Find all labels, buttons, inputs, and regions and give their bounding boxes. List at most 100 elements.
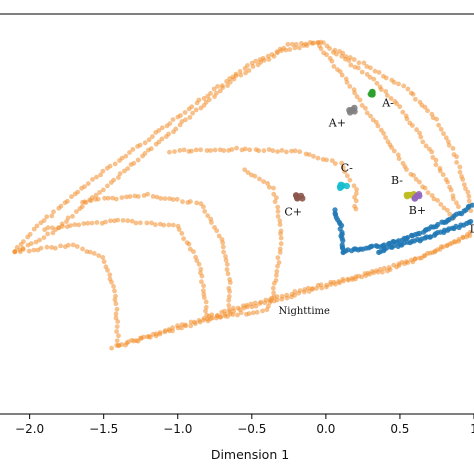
data-point-orange xyxy=(404,116,410,122)
data-point-orange xyxy=(56,225,61,231)
data-point-orange xyxy=(170,222,176,228)
data-point-orange xyxy=(417,255,422,261)
data-point-orange xyxy=(38,245,44,251)
data-point-orange xyxy=(28,241,34,247)
data-point-orange xyxy=(138,220,143,226)
data-point-orange xyxy=(410,123,415,128)
data-point-orange xyxy=(221,148,227,153)
data-point-orange xyxy=(82,199,88,205)
axes-layer: −2.0 −1.5 −1.0 −0.5 0.0 0.5 1 xyxy=(0,13,474,436)
data-point-orange xyxy=(354,94,360,100)
data-point-orange xyxy=(41,218,47,224)
data-point-orange xyxy=(119,195,125,201)
data-point-orange xyxy=(344,173,350,179)
data-point-orange xyxy=(425,251,430,256)
data-point-orange xyxy=(161,222,167,228)
data-point-orange xyxy=(235,312,240,318)
data-point-orange xyxy=(461,182,467,188)
data-point-orange xyxy=(51,209,56,215)
data-point-orange xyxy=(33,239,39,245)
data-point-orange xyxy=(170,328,175,334)
data-point-orange xyxy=(34,223,40,229)
data-point-orange xyxy=(275,50,280,56)
data-point-orange xyxy=(391,148,397,154)
data-point-orange xyxy=(37,237,42,243)
data-point-orange xyxy=(290,41,295,47)
data-point-orange xyxy=(450,146,456,151)
data-point-orange xyxy=(225,314,231,319)
data-point-blue xyxy=(332,207,338,213)
data-point-orange xyxy=(357,97,363,103)
cluster-point-B+ xyxy=(416,192,423,200)
data-point-orange xyxy=(275,214,281,219)
data-point-orange xyxy=(396,81,401,87)
data-point-orange xyxy=(272,199,278,205)
data-point-orange xyxy=(266,57,272,62)
data-point-orange xyxy=(58,203,64,209)
data-point-orange xyxy=(199,273,205,279)
annotation-label: A+ xyxy=(328,117,346,130)
data-point-orange xyxy=(96,253,102,258)
data-point-orange xyxy=(203,308,208,314)
data-point-orange xyxy=(417,179,422,185)
data-point-orange xyxy=(187,115,193,120)
data-point-orange xyxy=(131,338,137,344)
data-point-orange xyxy=(367,74,373,80)
x-tick-label: 0.0 xyxy=(316,422,335,436)
data-point-orange xyxy=(105,195,111,201)
data-point-orange xyxy=(353,276,358,282)
data-point-orange xyxy=(179,325,184,331)
data-point-orange xyxy=(446,142,452,148)
data-point-orange xyxy=(142,151,148,156)
data-point-orange xyxy=(301,43,306,48)
data-point-orange xyxy=(179,231,185,236)
data-point-orange xyxy=(150,134,155,140)
data-point-orange xyxy=(175,325,181,331)
data-point-orange xyxy=(274,294,280,299)
data-point-orange xyxy=(271,191,277,197)
data-point-orange xyxy=(353,206,359,212)
x-tick-label: −2.0 xyxy=(15,422,44,436)
data-point-orange xyxy=(111,284,116,289)
data-point-orange xyxy=(100,187,106,193)
data-point-orange xyxy=(229,147,235,152)
data-point-orange xyxy=(405,260,411,265)
data-point-orange xyxy=(65,215,71,221)
data-point-orange xyxy=(45,231,50,237)
data-point-orange xyxy=(145,191,151,197)
data-point-orange xyxy=(201,204,206,210)
data-point-orange xyxy=(113,315,119,321)
data-point-orange xyxy=(102,195,107,201)
data-point-orange xyxy=(211,86,217,92)
annotation-label: Nighttime xyxy=(279,306,331,317)
data-point-orange xyxy=(374,80,380,86)
data-point-orange xyxy=(50,230,56,236)
data-point-orange xyxy=(425,190,431,196)
data-point-orange xyxy=(74,244,80,249)
data-point-orange xyxy=(237,69,243,74)
annotation-label: B- xyxy=(391,174,403,187)
data-point-orange xyxy=(456,238,462,244)
data-point-orange xyxy=(87,249,93,255)
data-point-orange xyxy=(261,148,267,154)
data-point-orange xyxy=(324,52,329,58)
data-point-orange xyxy=(201,96,207,101)
data-point-orange xyxy=(339,53,345,59)
data-point-orange xyxy=(103,219,108,225)
data-point-orange xyxy=(100,255,106,260)
data-point-orange xyxy=(64,219,69,225)
data-point-orange xyxy=(201,288,206,293)
data-point-orange xyxy=(142,140,148,146)
data-point-orange xyxy=(182,110,188,115)
data-point-orange xyxy=(383,135,388,141)
data-point-orange xyxy=(149,220,154,226)
data-point-orange xyxy=(246,68,252,73)
data-point-orange xyxy=(376,70,382,75)
data-point-orange xyxy=(199,279,204,285)
data-point-orange xyxy=(162,329,168,335)
annotation-label: C+ xyxy=(284,205,302,218)
data-point-orange xyxy=(445,179,450,185)
data-point-orange xyxy=(274,195,279,201)
data-point-orange xyxy=(101,259,107,265)
data-point-orange xyxy=(364,64,370,69)
